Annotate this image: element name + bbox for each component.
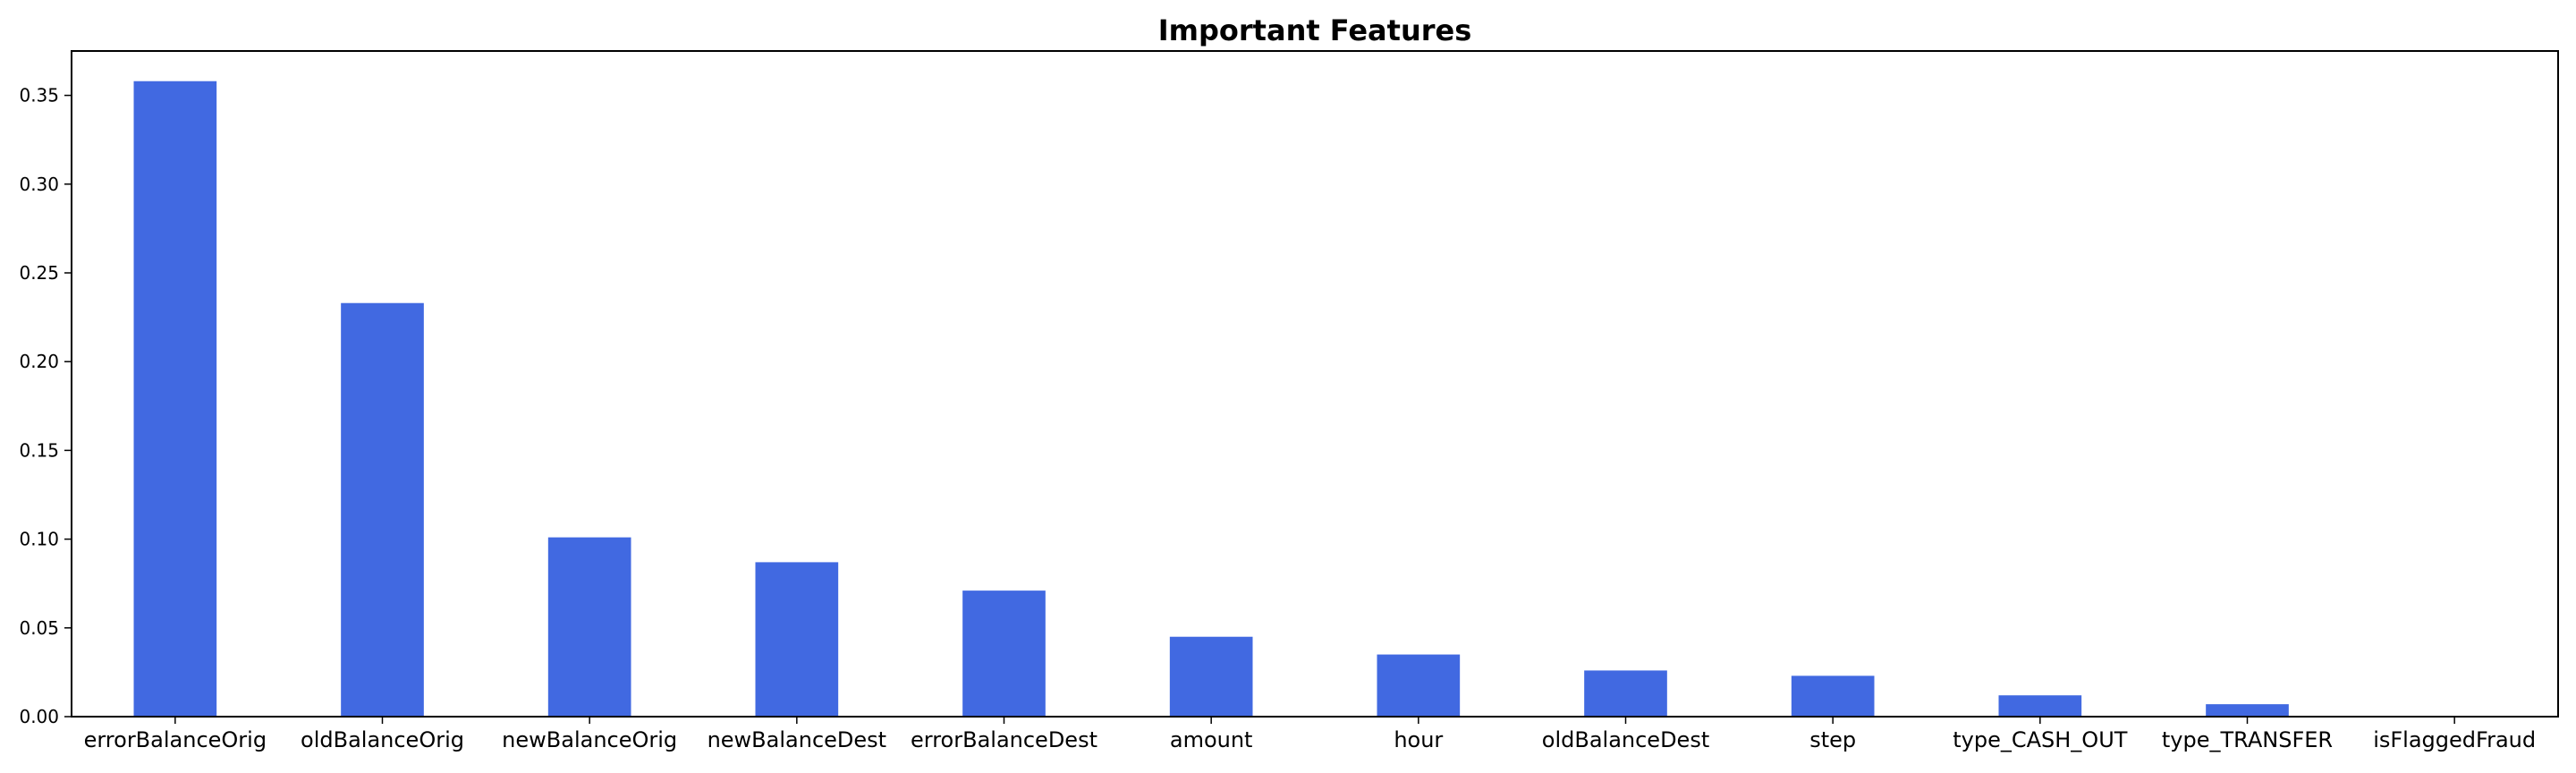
- y-tick-label: 0.25: [19, 262, 59, 284]
- x-tick-label: newBalanceDest: [708, 727, 886, 752]
- y-tick-label: 0.10: [19, 529, 59, 550]
- x-tick-label: type_CASH_OUT: [1953, 727, 2128, 752]
- y-tick-label: 0.20: [19, 351, 59, 372]
- bar-oldBalanceDest: [1584, 670, 1667, 717]
- bars: [133, 81, 2289, 717]
- x-tick-label: isFlaggedFraud: [2373, 727, 2536, 752]
- bar-newBalanceDest: [755, 562, 839, 717]
- bar-type_CASH_OUT: [1998, 695, 2082, 717]
- x-tick-label: hour: [1394, 727, 1443, 752]
- x-tick-label: oldBalanceOrig: [301, 727, 464, 752]
- x-tick-label: errorBalanceDest: [911, 727, 1097, 752]
- bar-errorBalanceOrig: [133, 81, 217, 717]
- x-tick-label: type_TRANSFER: [2162, 727, 2333, 752]
- chart-title: Important Features: [1158, 13, 1472, 47]
- y-tick-label: 0.15: [19, 439, 59, 461]
- x-tick-label: newBalanceOrig: [502, 727, 677, 752]
- x-tick-label: oldBalanceDest: [1542, 727, 1709, 752]
- bar-hour: [1377, 654, 1461, 717]
- x-tick-label: amount: [1170, 727, 1253, 752]
- bar-amount: [1169, 636, 1253, 717]
- x-tick-label: step: [1809, 727, 1856, 752]
- bar-newBalanceOrig: [547, 537, 631, 717]
- bar-oldBalanceOrig: [341, 302, 424, 717]
- bar-errorBalanceDest: [962, 590, 1046, 717]
- y-tick-label: 0.05: [19, 617, 59, 639]
- y-axis: 0.00 0.05 0.10 0.15 0.20 0.25 0.30 0.35: [19, 85, 72, 727]
- bar-type_TRANSFER: [2206, 704, 2289, 717]
- y-tick-label: 0.00: [19, 706, 59, 727]
- x-axis: errorBalanceOrig oldBalanceOrig newBalance…: [84, 717, 2536, 752]
- plot-frame: [71, 50, 2559, 718]
- y-tick-label: 0.30: [19, 174, 59, 195]
- y-tick-label: 0.35: [19, 85, 59, 106]
- bar-step: [1791, 675, 1875, 717]
- x-tick-label: errorBalanceOrig: [84, 727, 267, 752]
